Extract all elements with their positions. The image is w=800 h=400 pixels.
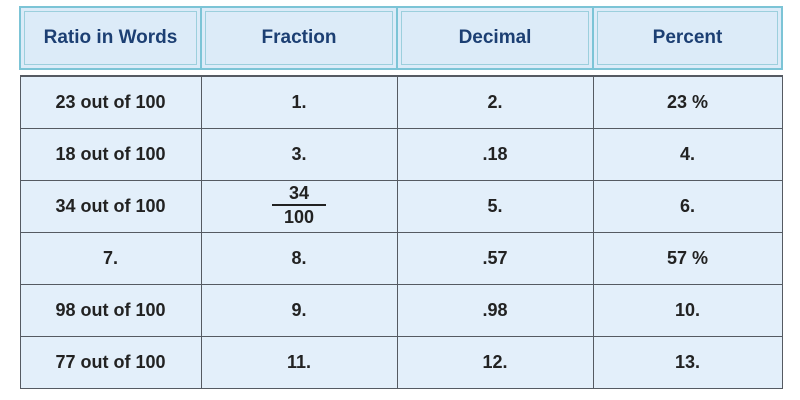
cell-percent-blank: 6. [592, 179, 783, 233]
cell-words: 98 out of 100 [19, 283, 202, 337]
table-row: 77 out of 100 11. 12. 13. [19, 335, 783, 389]
cell-fraction-blank: 3. [200, 127, 398, 181]
ratio-conversion-table: Ratio in Words Fraction Decimal Percent … [19, 6, 783, 389]
cell-fraction: 34 100 [200, 179, 398, 233]
fraction-display: 34 100 [272, 184, 326, 226]
cell-words-blank: 7. [19, 231, 202, 285]
fraction-bar [272, 204, 326, 206]
table-row: 34 out of 100 34 100 5. 6. [19, 179, 783, 233]
cell-fraction-blank: 9. [200, 283, 398, 337]
cell-decimal-blank: 2. [396, 75, 594, 129]
cell-decimal: .57 [396, 231, 594, 285]
header-decimal: Decimal [396, 6, 594, 70]
cell-words: 34 out of 100 [19, 179, 202, 233]
table-row: 7. 8. .57 57 % [19, 231, 783, 285]
fraction-denominator: 100 [283, 207, 315, 227]
cell-words: 18 out of 100 [19, 127, 202, 181]
table-header: Ratio in Words Fraction Decimal Percent [19, 6, 783, 70]
header-gap [20, 69, 782, 76]
cell-fraction-blank: 8. [200, 231, 398, 285]
fraction-numerator: 34 [288, 183, 310, 203]
cell-fraction-blank: 11. [200, 335, 398, 389]
cell-percent-blank: 13. [592, 335, 783, 389]
table-row: 98 out of 100 9. .98 10. [19, 283, 783, 337]
cell-decimal-blank: 12. [396, 335, 594, 389]
table-row: 18 out of 100 3. .18 4. [19, 127, 783, 181]
cell-percent-blank: 4. [592, 127, 783, 181]
cell-decimal: .18 [396, 127, 594, 181]
cell-decimal: .98 [396, 283, 594, 337]
header-fraction: Fraction [200, 6, 398, 70]
cell-decimal-blank: 5. [396, 179, 594, 233]
cell-words: 77 out of 100 [19, 335, 202, 389]
header-ratio-in-words: Ratio in Words [19, 6, 202, 70]
header-percent: Percent [592, 6, 783, 70]
table-body: 23 out of 100 1. 2. 23 % 18 out of 100 3… [19, 75, 783, 389]
cell-percent: 57 % [592, 231, 783, 285]
cell-fraction-blank: 1. [200, 75, 398, 129]
cell-words: 23 out of 100 [19, 75, 202, 129]
header-row: Ratio in Words Fraction Decimal Percent [19, 6, 783, 70]
cell-percent: 23 % [592, 75, 783, 129]
cell-percent-blank: 10. [592, 283, 783, 337]
table-row: 23 out of 100 1. 2. 23 % [19, 75, 783, 129]
gap-cell [20, 69, 782, 76]
ratio-table-wrapper: Ratio in Words Fraction Decimal Percent … [19, 6, 783, 398]
